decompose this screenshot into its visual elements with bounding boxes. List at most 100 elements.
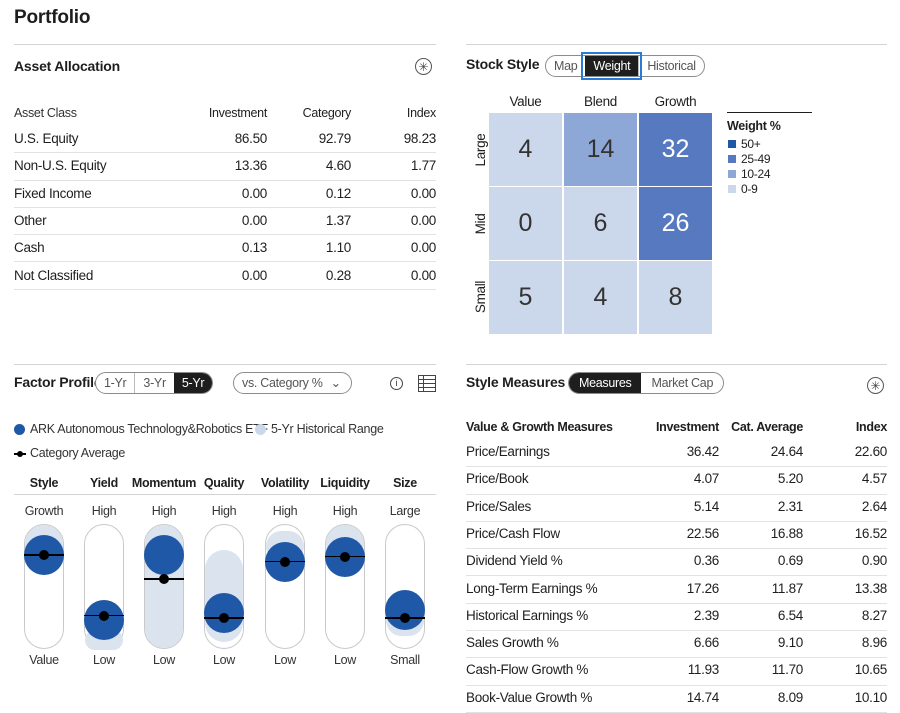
factor-name: Momentum xyxy=(131,476,197,490)
asterisk-icon[interactable]: ✳ xyxy=(867,377,884,394)
cell-value: 10.65 xyxy=(854,662,888,678)
cell-value: 0.69 xyxy=(777,553,803,569)
table-icon[interactable] xyxy=(418,375,436,392)
factor-track xyxy=(265,524,305,649)
column-header: Investment xyxy=(208,106,267,120)
legend-swatch xyxy=(728,170,736,178)
row-label: Price/Earnings xyxy=(466,444,550,459)
cell-value: 4.07 xyxy=(693,471,719,487)
table-row: Cash-Flow Growth % 11.93 11.70 10.65 xyxy=(466,658,888,686)
row-divider xyxy=(466,575,887,577)
col-label: Blend xyxy=(583,94,618,109)
fund-legend-dot xyxy=(14,424,25,435)
table-row: Fixed Income 0.00 0.12 0.00 xyxy=(14,181,436,208)
cell-value: 4.60 xyxy=(325,158,351,174)
tab-measures[interactable]: Measures xyxy=(569,373,642,393)
cell-value: 6.54 xyxy=(777,607,803,623)
comparison-dropdown[interactable]: vs. Category % ⌄ xyxy=(233,372,352,394)
row-label: U.S. Equity xyxy=(14,131,79,146)
factor-track xyxy=(24,524,64,649)
row-label: Non-U.S. Equity xyxy=(14,158,107,174)
table-row: Historical Earnings % 2.39 6.54 8.27 xyxy=(466,604,887,632)
factor-bottom-label: Small xyxy=(390,653,420,667)
row-divider xyxy=(466,657,887,659)
factor-name: Yield xyxy=(90,476,118,490)
fund-marker xyxy=(385,589,425,630)
category-legend-dot xyxy=(17,451,23,457)
factor-chart: Style Growth Value Yield High Low Momentum High… xyxy=(14,476,436,676)
factor-header-divider xyxy=(14,494,436,495)
cell-value: 0.13 xyxy=(241,240,267,256)
row-divider xyxy=(14,206,436,208)
col-label: Growth xyxy=(654,94,697,109)
tab-map[interactable]: Map xyxy=(554,59,578,73)
style-box-cell: 32 xyxy=(639,113,712,186)
tab-market-cap[interactable]: Market Cap xyxy=(651,376,714,390)
legend-divider xyxy=(727,112,812,113)
row-label: Price/Book xyxy=(466,471,529,487)
range-legend-dot xyxy=(255,424,266,435)
table-row: U.S. Equity 86.50 92.79 98.23 xyxy=(14,126,436,154)
cell-value: 8.27 xyxy=(861,607,887,623)
table-row: Price/Cash Flow 22.56 16.88 16.52 xyxy=(466,522,888,550)
tab-3-yr[interactable]: 3-Yr xyxy=(134,373,173,393)
section-divider xyxy=(14,364,436,365)
legend-label: 50+ xyxy=(741,137,761,151)
legend-item: 50+ xyxy=(727,137,817,151)
stock-style-title: Stock Style xyxy=(466,56,540,72)
cell-value: 86.50 xyxy=(234,131,268,146)
factor-name: Volatility xyxy=(260,476,310,490)
legend-label: 25-49 xyxy=(741,152,771,166)
stock-style-tabs: Map Weight Historical xyxy=(545,52,705,80)
asterisk-icon[interactable]: ✳ xyxy=(415,58,432,75)
tab-5-yr[interactable]: 5-Yr xyxy=(173,373,213,393)
info-icon[interactable]: i xyxy=(390,377,403,390)
column-header: Value & Growth Measures xyxy=(466,420,613,434)
tab-weight[interactable]: Weight xyxy=(581,52,643,80)
factor-bottom-label: Low xyxy=(273,653,297,667)
table-row: Not Classified 0.00 0.28 0.00 xyxy=(14,263,436,290)
category-legend-label: Category Average xyxy=(30,446,126,460)
row-divider xyxy=(466,630,887,632)
tab-1-yr[interactable]: 1-Yr xyxy=(104,376,127,390)
factor-name: Size xyxy=(393,476,417,490)
table-row: Sales Growth % 6.66 9.10 8.96 xyxy=(466,631,887,659)
factor-track xyxy=(325,524,365,649)
category-average-marker xyxy=(219,613,229,624)
row-divider xyxy=(466,520,887,522)
row-label: Sales Growth % xyxy=(466,635,559,651)
factor-top-label: High xyxy=(211,504,237,518)
cell-value: 0.28 xyxy=(325,267,351,283)
row-label: Historical Earnings % xyxy=(466,607,588,623)
page-title: Portfolio xyxy=(14,7,91,28)
row-divider xyxy=(14,234,436,236)
table-row: Cash 0.13 1.10 0.00 xyxy=(14,235,436,263)
tab-historical[interactable]: Historical xyxy=(638,56,703,76)
row-divider xyxy=(466,548,887,550)
cell-value: 11.93 xyxy=(687,662,720,678)
row-divider xyxy=(466,684,887,686)
cell-value: 22.56 xyxy=(686,525,720,541)
col-label: Value xyxy=(509,94,542,109)
cell-value: 22.60 xyxy=(854,444,888,459)
category-average-marker xyxy=(39,549,49,560)
cell-value: 1.10 xyxy=(325,240,351,256)
row-divider xyxy=(14,261,436,263)
row-divider xyxy=(466,602,887,604)
factor-top-label: High xyxy=(151,504,177,518)
column-header: Investment xyxy=(656,420,719,434)
dropdown-label: vs. Category % xyxy=(242,376,323,390)
legend-item: 10-24 xyxy=(727,167,817,181)
cell-value: 16.52 xyxy=(854,525,888,541)
factor-track xyxy=(84,524,124,650)
section-divider xyxy=(14,44,436,45)
range-legend-label: 5-Yr Historical Range xyxy=(271,422,384,436)
cell-value: 0.00 xyxy=(410,185,436,201)
style-box-cell: 4 xyxy=(489,113,562,186)
factor-top-label: Large xyxy=(389,504,421,518)
row-label: Price/Cash Flow xyxy=(466,525,560,541)
row-divider xyxy=(14,179,436,181)
cell-value: 9.10 xyxy=(777,635,803,651)
legend-item: 0-9 xyxy=(727,182,817,196)
style-box-cell: 14 xyxy=(564,113,637,186)
